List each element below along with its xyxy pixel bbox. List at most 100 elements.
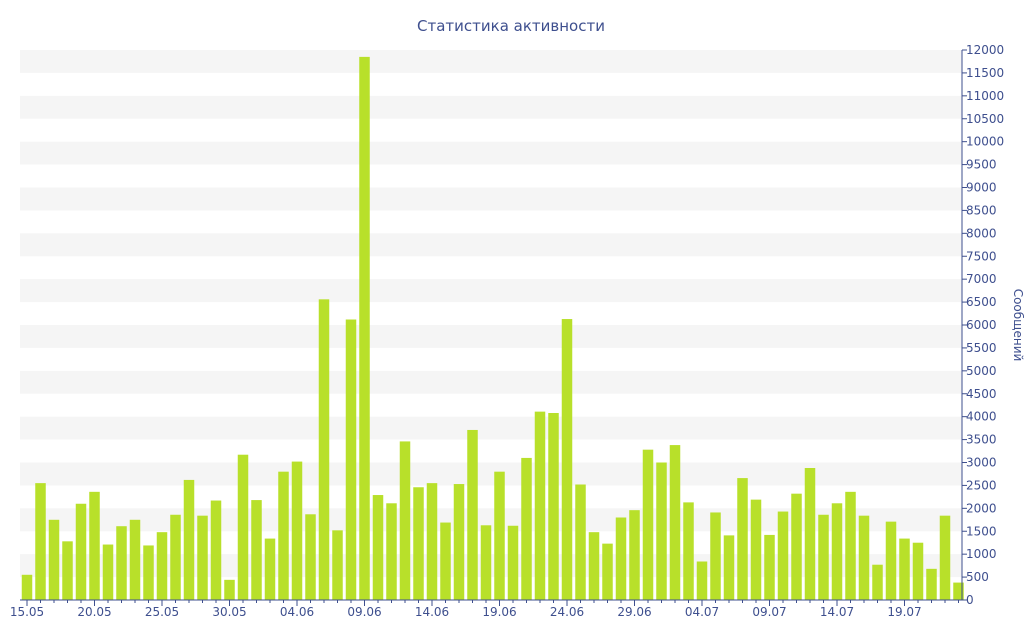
bar	[291, 461, 303, 600]
y-tick-label: 10000	[966, 135, 1004, 149]
bar	[588, 532, 600, 600]
bar	[237, 454, 249, 600]
bar	[602, 543, 613, 601]
bar	[116, 526, 127, 600]
y-tick-label: 7500	[966, 249, 997, 263]
grid-band	[20, 187, 962, 211]
bar	[764, 534, 775, 600]
bar	[75, 503, 87, 600]
bar	[534, 411, 546, 601]
bar	[386, 503, 397, 600]
y-tick-label: 2500	[966, 478, 997, 492]
bar	[845, 491, 856, 600]
bar	[791, 493, 802, 600]
x-tick-label: 19.07	[887, 605, 921, 619]
grid-band	[20, 279, 962, 303]
chart-title: Статистика активности	[417, 17, 605, 35]
bar	[858, 515, 870, 600]
x-tick-label: 14.07	[820, 605, 854, 619]
bar	[696, 561, 708, 600]
y-tick-label: 1500	[966, 524, 997, 538]
grid-bands	[20, 50, 962, 578]
y-axis-label: Сообщений	[1011, 289, 1024, 362]
bar	[332, 530, 343, 600]
bar	[521, 457, 532, 600]
y-tick-label: 1000	[966, 547, 997, 561]
grid-band	[20, 325, 962, 348]
y-tick-label: 11000	[966, 89, 1004, 103]
bar	[953, 582, 964, 600]
y-tick-label: 0	[966, 593, 974, 607]
bar	[170, 514, 181, 600]
bar	[669, 445, 681, 600]
bar	[629, 510, 640, 600]
bar-series	[21, 56, 964, 601]
x-tick-label: 24.06	[550, 605, 584, 619]
y-tick-label: 12000	[966, 43, 1004, 57]
bar	[210, 500, 222, 600]
bar	[710, 512, 721, 600]
bar	[62, 541, 73, 600]
y-tick-label: 8000	[966, 226, 997, 240]
y-tick-label: 4500	[966, 387, 997, 401]
grid-band	[20, 462, 962, 486]
bar	[926, 568, 937, 600]
bar	[305, 514, 316, 600]
bar	[399, 441, 411, 600]
x-tick-label: 30.05	[212, 605, 246, 619]
bar	[413, 487, 424, 600]
grid-band	[20, 416, 962, 440]
x-tick-label: 25.05	[145, 605, 179, 619]
bar	[453, 484, 465, 600]
bar	[48, 519, 60, 600]
bar	[372, 495, 384, 600]
bar	[224, 579, 235, 600]
y-tick-label: 3000	[966, 456, 997, 470]
y-tick-label: 4000	[966, 410, 997, 424]
y-tick-label: 10500	[966, 112, 1004, 126]
grid-band	[20, 233, 962, 257]
bar	[750, 499, 762, 601]
bar	[939, 515, 951, 600]
y-tick-label: 5000	[966, 364, 997, 378]
x-axis: 15.05 20.05 25.05 30.05 04.06 09.06 14.06 19.06…	[10, 599, 962, 619]
bar	[912, 542, 924, 600]
bar	[440, 522, 451, 600]
bar	[345, 319, 357, 600]
bar	[156, 532, 168, 600]
x-tick-label: 20.05	[77, 605, 111, 619]
bar	[737, 478, 748, 600]
bar	[494, 471, 505, 600]
y-tick-label: 6500	[966, 295, 997, 309]
y-tick-label: 5500	[966, 341, 997, 355]
bar	[426, 483, 438, 601]
grid-band	[20, 370, 962, 394]
bar	[183, 479, 195, 600]
grid-band	[20, 50, 962, 73]
y-tick-label: 7000	[966, 272, 997, 286]
y-tick-label: 9500	[966, 158, 997, 172]
bar	[656, 462, 667, 600]
x-tick-label: 19.06	[482, 605, 516, 619]
y-tick-label: 9000	[966, 181, 997, 195]
bar	[615, 517, 627, 600]
bar	[467, 429, 478, 600]
x-tick-label: 15.05	[10, 605, 44, 619]
bar	[507, 525, 519, 600]
bar	[561, 319, 573, 600]
bar	[899, 538, 910, 600]
grid-band	[20, 141, 962, 165]
bar	[831, 503, 843, 600]
y-tick-label: 11500	[966, 66, 1004, 80]
bar	[35, 483, 46, 601]
x-tick-label: 09.06	[347, 605, 381, 619]
bar	[129, 519, 141, 600]
x-tick-label: 04.06	[280, 605, 314, 619]
bar	[359, 56, 370, 601]
bar	[575, 484, 586, 600]
bar	[197, 515, 208, 600]
y-tick-label: 8500	[966, 203, 997, 217]
y-tick-label: 3500	[966, 433, 997, 447]
bar	[143, 545, 154, 600]
